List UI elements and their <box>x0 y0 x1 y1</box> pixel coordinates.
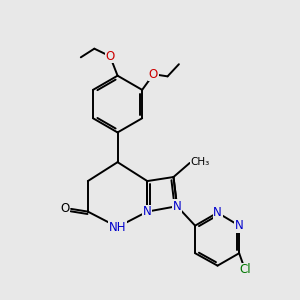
Text: N: N <box>213 206 222 219</box>
Text: N: N <box>172 200 182 213</box>
Text: O: O <box>105 50 115 63</box>
Text: N: N <box>143 205 152 218</box>
Text: O: O <box>149 68 158 81</box>
Text: N: N <box>235 219 244 232</box>
Text: NH: NH <box>109 220 126 233</box>
Text: Cl: Cl <box>239 263 251 277</box>
Text: O: O <box>61 202 70 215</box>
Text: CH₃: CH₃ <box>191 158 210 167</box>
